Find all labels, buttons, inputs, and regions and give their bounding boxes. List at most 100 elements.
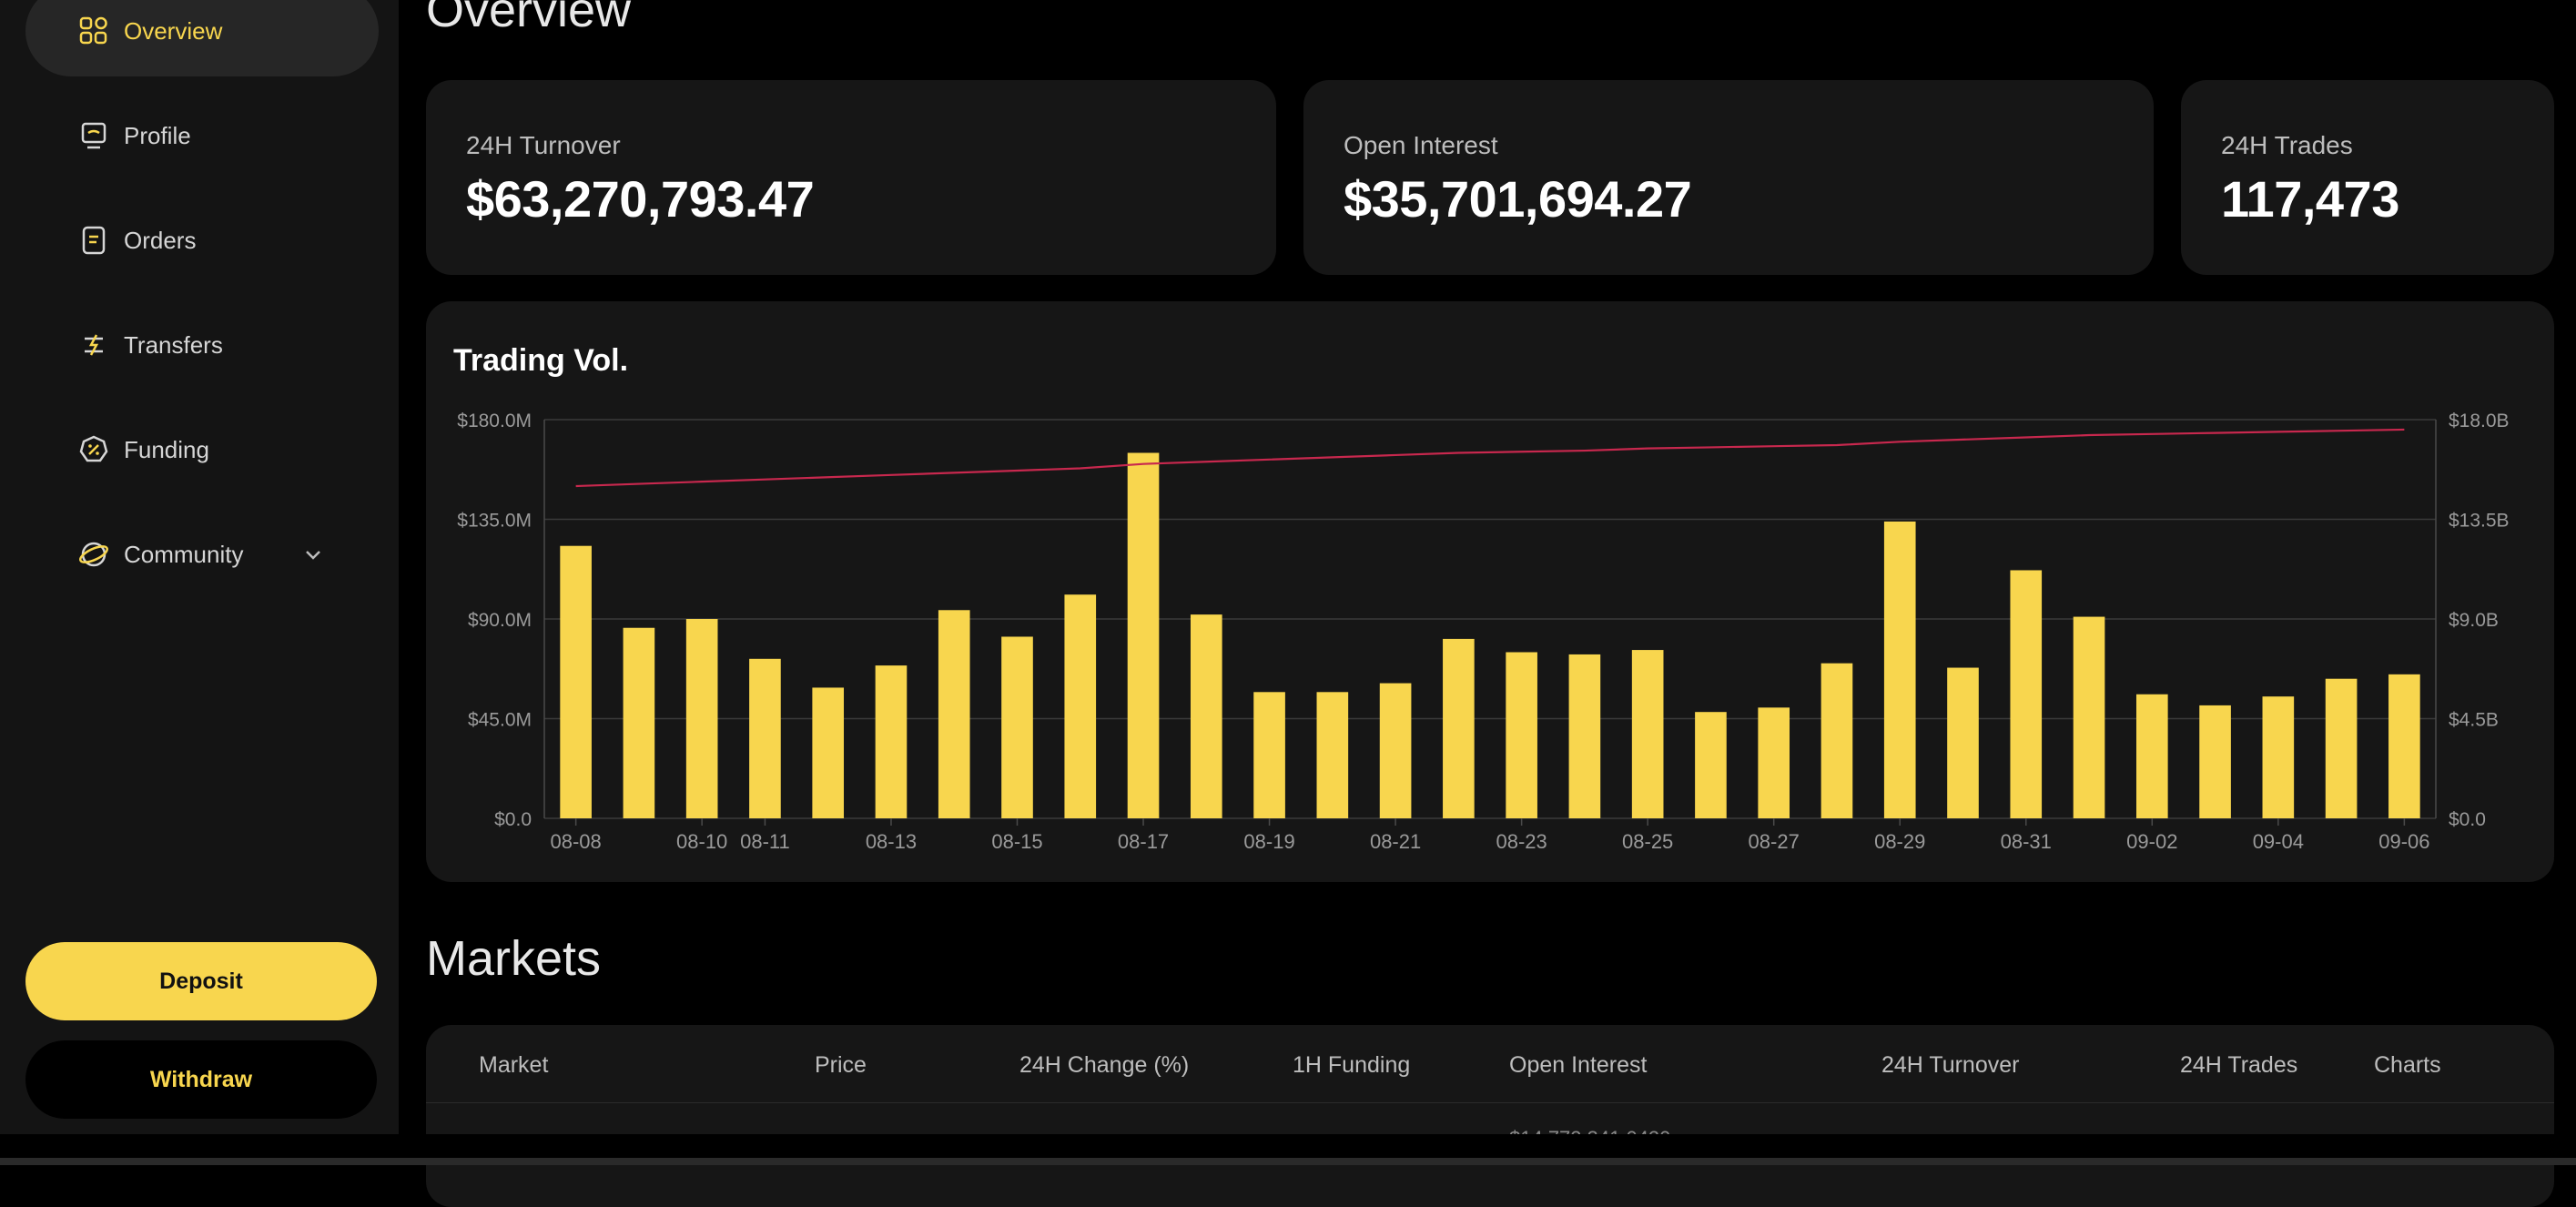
bar xyxy=(560,545,592,818)
x-tick-label: 08-17 xyxy=(1118,830,1169,853)
bar xyxy=(1820,663,1853,818)
sidebar-item-label: Transfers xyxy=(124,330,223,359)
sidebar-item-transfers[interactable]: Transfers xyxy=(25,299,379,390)
x-tick-label: 09-06 xyxy=(2378,830,2429,853)
x-tick-label: 08-21 xyxy=(1370,830,1421,853)
y-tick-label-left: $135.0M xyxy=(457,511,532,532)
x-tick-label: 08-11 xyxy=(740,830,790,853)
bar xyxy=(1190,614,1222,818)
bar xyxy=(1568,654,1601,818)
bar xyxy=(1253,692,1285,818)
bar xyxy=(2388,674,2420,818)
profile-icon xyxy=(81,122,106,149)
stat-value: $35,701,694.27 xyxy=(1344,170,1692,228)
bar xyxy=(2262,696,2295,818)
stat-card-open-interest: Open Interest $35,701,694.27 xyxy=(1303,80,2154,275)
stat-label: Open Interest xyxy=(1344,131,1498,159)
stat-label: 24H Turnover xyxy=(466,131,621,159)
markets-table-header: Market Price 24H Change (%) 1H Funding O… xyxy=(426,1025,2554,1103)
bar xyxy=(1947,667,1979,818)
community-icon xyxy=(79,542,108,567)
bar xyxy=(1064,594,1097,818)
y-tick-label-left: $180.0M xyxy=(457,411,532,431)
markets-title: Markets xyxy=(426,931,602,986)
y-tick-label-right: $4.5B xyxy=(2449,710,2499,731)
sidebar-item-orders[interactable]: Orders xyxy=(25,195,379,286)
bar xyxy=(1883,521,1916,818)
deposit-button[interactable]: Deposit xyxy=(25,942,377,1020)
bar xyxy=(685,619,718,818)
stat-card-turnover: 24H Turnover $63,270,793.47 xyxy=(426,80,1276,275)
x-tick-label: 08-19 xyxy=(1243,830,1294,853)
bar xyxy=(1316,692,1349,818)
sidebar-item-overview[interactable]: Overview xyxy=(25,0,379,76)
x-tick-label: 08-31 xyxy=(2001,830,2052,853)
bar xyxy=(749,658,781,818)
x-tick-label: 08-15 xyxy=(991,830,1042,853)
trading-volume-card: Trading Vol. $0.0 $0.0 $45.0M $4.5B $90.0M $9… xyxy=(426,301,2554,882)
y-tick-label-left: $90.0M xyxy=(468,610,532,631)
bar xyxy=(1001,636,1033,818)
sidebar-item-funding[interactable]: Funding xyxy=(25,404,379,495)
y-tick-label-right: $13.5B xyxy=(2449,511,2510,532)
bar xyxy=(2325,678,2358,818)
overview-icon xyxy=(79,16,107,45)
page-title: Overview xyxy=(426,0,632,37)
bar xyxy=(1631,650,1664,818)
bar xyxy=(875,665,908,818)
x-tick-label: 08-27 xyxy=(1749,830,1800,853)
column-header-market[interactable]: Market xyxy=(479,1052,549,1078)
bar xyxy=(623,627,655,818)
column-header-24h-trades[interactable]: 24H Trades xyxy=(2180,1052,2298,1078)
sidebar-item-label: Profile xyxy=(124,121,191,149)
column-header-1h-funding[interactable]: 1H Funding xyxy=(1293,1052,1411,1078)
x-tick-label: 08-25 xyxy=(1622,830,1673,853)
x-tick-label: 08-10 xyxy=(676,830,727,853)
transfers-icon xyxy=(85,334,103,356)
bar xyxy=(2010,570,2043,818)
stat-label: 24H Trades xyxy=(2221,131,2353,159)
bottom-border xyxy=(0,1158,2576,1165)
x-tick-label: 09-02 xyxy=(2126,830,2177,853)
bar xyxy=(2199,705,2231,818)
series-line xyxy=(575,428,2405,488)
bar xyxy=(2135,694,2168,818)
chart-title: Trading Vol. xyxy=(453,343,629,378)
sidebar-item-community[interactable]: Community xyxy=(25,509,379,600)
sidebar-item-label: Orders xyxy=(124,226,197,254)
stat-card-trades: 24H Trades 117,473 xyxy=(2181,80,2554,275)
x-tick-label: 08-08 xyxy=(550,830,601,853)
chevron-down-icon[interactable] xyxy=(302,543,324,565)
sidebar-item-label: Funding xyxy=(124,435,209,463)
sidebar-item-profile[interactable]: Profile xyxy=(25,90,379,181)
bar xyxy=(1506,652,1537,818)
bar xyxy=(812,687,845,818)
orders-icon xyxy=(82,226,106,255)
sidebar: Overview Profile Orders Transfers xyxy=(0,0,399,1156)
bar xyxy=(938,610,970,818)
column-header-charts: Charts xyxy=(2374,1052,2441,1078)
stat-value: 117,473 xyxy=(2221,170,2399,228)
y-tick-label-right: $9.0B xyxy=(2449,610,2499,631)
column-header-24h-change[interactable]: 24H Change (%) xyxy=(1019,1052,1190,1078)
y-tick-label-right: $18.0B xyxy=(2449,411,2510,431)
bar xyxy=(1379,683,1412,818)
bar xyxy=(2073,616,2105,818)
trading-volume-chart[interactable]: $0.0 $0.0 $45.0M $4.5B $90.0M $9.0B $135.0M $13… xyxy=(426,301,2554,882)
x-tick-label: 08-23 xyxy=(1496,830,1547,853)
x-tick-label: 09-04 xyxy=(2253,830,2304,853)
column-header-24h-turnover[interactable]: 24H Turnover xyxy=(1881,1052,2020,1078)
column-header-open-interest[interactable]: Open Interest xyxy=(1509,1052,1648,1078)
funding-icon xyxy=(79,435,108,462)
x-tick-label: 08-29 xyxy=(1874,830,1925,853)
bar xyxy=(1127,452,1160,818)
bar xyxy=(1443,638,1475,818)
stat-value: $63,270,793.47 xyxy=(466,170,815,228)
bar xyxy=(1695,712,1727,818)
x-tick-label: 08-13 xyxy=(866,830,917,853)
withdraw-button[interactable]: Withdraw xyxy=(25,1040,377,1119)
sidebar-item-label: Community xyxy=(124,540,244,568)
y-tick-label-left: $0.0 xyxy=(494,809,532,830)
column-header-price[interactable]: Price xyxy=(815,1052,867,1078)
bar xyxy=(1758,707,1790,818)
